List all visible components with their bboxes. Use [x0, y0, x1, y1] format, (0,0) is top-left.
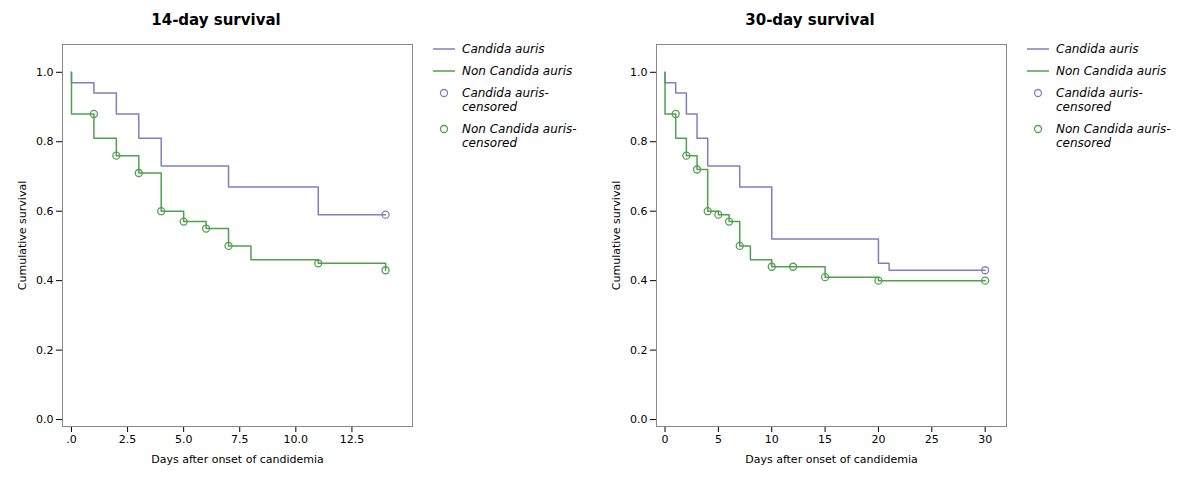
svg-text:0.2: 0.2 [36, 344, 54, 357]
svg-text:15: 15 [818, 433, 832, 446]
svg-text:20: 20 [871, 433, 885, 446]
html-text:Non Candida auris- censored: Non Candida auris- censored [462, 122, 577, 150]
svg-text:0.8: 0.8 [630, 135, 648, 148]
svg-text:0.8: 0.8 [36, 135, 54, 148]
svg-text:Days after onset of candidemia: Days after onset of candidemia [745, 453, 918, 466]
svg-text:0: 0 [662, 433, 669, 446]
svg-text:30: 30 [978, 433, 992, 446]
svg-text:0.2: 0.2 [630, 344, 648, 357]
svg-text:1.0: 1.0 [630, 66, 648, 79]
svg-text:2.5: 2.5 [119, 433, 137, 446]
svg-text:12.5: 12.5 [340, 433, 365, 446]
svg-text:0.6: 0.6 [36, 205, 54, 218]
svg-text:Days after onset of candidemia: Days after onset of candidemia [151, 453, 324, 466]
html-text:Candida auris: Candida auris [1056, 42, 1139, 56]
svg-text:10.0: 10.0 [284, 433, 309, 446]
html-text:Candida auris-censored: Candida auris-censored [1056, 86, 1143, 114]
svg-text:.0: .0 [66, 433, 77, 446]
svg-text:10: 10 [765, 433, 779, 446]
svg-text:0.4: 0.4 [630, 274, 648, 287]
html-text:Non Candida auris: Non Candida auris [462, 64, 573, 78]
svg-text:Cumulative survival: Cumulative survival [610, 181, 623, 290]
svg-text:7.5: 7.5 [231, 433, 249, 446]
svg-text:5: 5 [715, 433, 722, 446]
html-text:30-day survival: 30-day survival [745, 11, 875, 29]
svg-text:0.4: 0.4 [36, 274, 54, 287]
html-text:Candida auris: Candida auris [462, 42, 545, 56]
html-text:Non Candida auris: Non Candida auris [1056, 64, 1167, 78]
html-text:14-day survival: 14-day survival [151, 11, 281, 29]
svg-text:0.0: 0.0 [36, 413, 54, 426]
svg-text:5.0: 5.0 [175, 433, 193, 446]
html-text:Non Candida auris- censored: Non Candida auris- censored [1056, 122, 1171, 150]
svg-text:0.6: 0.6 [630, 205, 648, 218]
svg-text:25: 25 [925, 433, 939, 446]
html-text:Candida auris-censored: Candida auris-censored [462, 86, 549, 114]
svg-text:1.0: 1.0 [36, 66, 54, 79]
svg-text:0.0: 0.0 [630, 413, 648, 426]
svg-text:Cumulative survival: Cumulative survival [16, 181, 29, 290]
